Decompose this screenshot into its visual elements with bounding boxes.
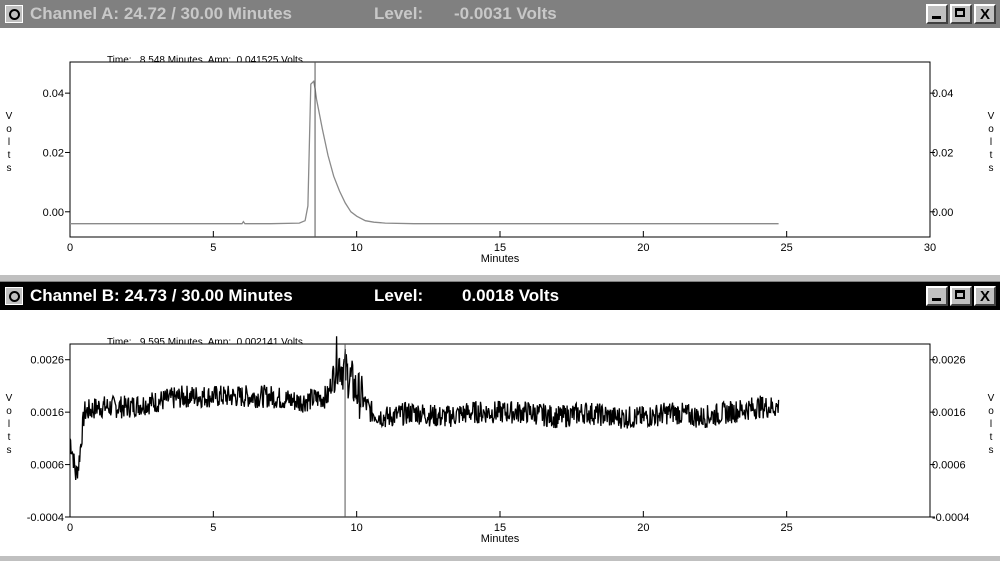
y-tick-label-right: 0.02 <box>932 147 953 159</box>
system-menu-icon[interactable] <box>5 287 23 305</box>
y-tick-label-left: -0.0004 <box>27 512 64 524</box>
readout-time-label: Time: <box>106 337 132 348</box>
system-menu-icon[interactable] <box>5 5 23 23</box>
x-tick-label: 5 <box>210 522 216 534</box>
close-button[interactable]: X <box>974 286 996 306</box>
x-tick-label: 20 <box>637 242 649 254</box>
x-axis-label: Minutes <box>481 533 520 545</box>
y-tick-label-left: 0.0026 <box>30 355 64 367</box>
close-button[interactable]: X <box>974 4 996 24</box>
channel-b-chart[interactable]: 0 5 10 15 20 25 Minutes 0.0026 0.0026 0.0016 0.001… <box>0 282 1000 556</box>
window-separator <box>0 274 1000 282</box>
y-tick-label-right: 0.0016 <box>932 407 966 419</box>
channel-a-window: Channel A: 24.72 / 30.00 Minutes Level: … <box>0 0 1000 274</box>
channel-a-readout: Time: 8.548 Minutes Amp: 0.041525 Volts <box>96 44 303 77</box>
channel-a-chart[interactable]: 0 5 10 15 20 25 30 Minutes 0.04 0.04 0.02 0.02 0.00 0… <box>0 0 1000 274</box>
y-tick-label-left: 0.04 <box>43 88 64 100</box>
channel-b-titlebar[interactable]: Channel B: 24.73 / 30.00 Minutes Level: … <box>0 282 1000 310</box>
y-tick-label-left: 0.00 <box>43 207 64 219</box>
plot-frame <box>69 61 931 238</box>
readout-amp-value: 0.041525 Volts <box>236 55 303 66</box>
channel-b-title: Channel B: 24.73 / 30.00 Minutes <box>30 286 293 305</box>
x-tick-label: 15 <box>494 242 506 254</box>
y-tick-label-left: 0.02 <box>43 147 64 159</box>
maximize-button[interactable] <box>950 286 972 306</box>
plot-frame <box>69 343 931 518</box>
channel-b-window: Channel B: 24.73 / 30.00 Minutes Level: … <box>0 282 1000 556</box>
x-tick-label: 0 <box>67 522 73 534</box>
minimize-button[interactable] <box>926 4 948 24</box>
readout-time-value: 9.595 Minutes <box>139 337 203 348</box>
x-tick-label: 10 <box>351 242 363 254</box>
x-tick-label: 5 <box>210 242 216 254</box>
x-tick-label: 15 <box>494 522 506 534</box>
y-tick-label-right: 0.04 <box>932 88 953 100</box>
channel-a-level-value: -0.0031 Volts <box>454 4 557 23</box>
channel-b-level-value: 0.0018 Volts <box>462 286 560 305</box>
y-tick-label-right: 0.0006 <box>932 460 966 472</box>
x-tick-label: 25 <box>781 522 793 534</box>
readout-amp-label: Amp: <box>207 55 232 66</box>
minimize-button[interactable] <box>926 286 948 306</box>
y-tick-label-right: -0.0004 <box>932 512 969 524</box>
channel-a-titlebar[interactable]: Channel A: 24.72 / 30.00 Minutes Level: … <box>0 0 1000 28</box>
x-tick-label: 25 <box>781 242 793 254</box>
x-tick-label: 0 <box>67 242 73 254</box>
y-tick-label-right: 0.0026 <box>932 355 966 367</box>
channel-a-plot[interactable]: 0 5 10 15 20 25 30 Minutes 0.04 0.04 0.02 0.02 0.00 0… <box>0 0 1000 279</box>
x-tick-label: 30 <box>924 242 936 254</box>
channel-b-plot[interactable]: 0 5 10 15 20 25 Minutes 0.0026 0.0026 0.0016 0.001… <box>0 282 1000 561</box>
channel-b-level-label: Level: <box>374 286 424 305</box>
signal-trace <box>69 336 780 481</box>
y-tick-label-left: 0.0016 <box>30 407 64 419</box>
channel-b-readout: Time: 9.595 Minutes Amp: 0.002141 Volts <box>96 326 303 359</box>
x-tick-label: 20 <box>637 522 649 534</box>
readout-amp-label: Amp: <box>207 337 232 348</box>
y-tick-label-left: 0.0006 <box>30 460 64 472</box>
channel-a-level-label: Level: <box>374 4 424 23</box>
x-axis-label: Minutes <box>481 253 520 265</box>
maximize-button[interactable] <box>950 4 972 24</box>
y-tick-label-right: 0.00 <box>932 207 953 219</box>
readout-time-value: 8.548 Minutes <box>139 55 203 66</box>
readout-time-label: Time: <box>106 55 132 66</box>
channel-a-title: Channel A: 24.72 / 30.00 Minutes <box>30 4 293 23</box>
signal-trace <box>70 79 779 225</box>
readout-amp-value: 0.002141 Volts <box>236 337 303 348</box>
x-tick-label: 10 <box>351 522 363 534</box>
